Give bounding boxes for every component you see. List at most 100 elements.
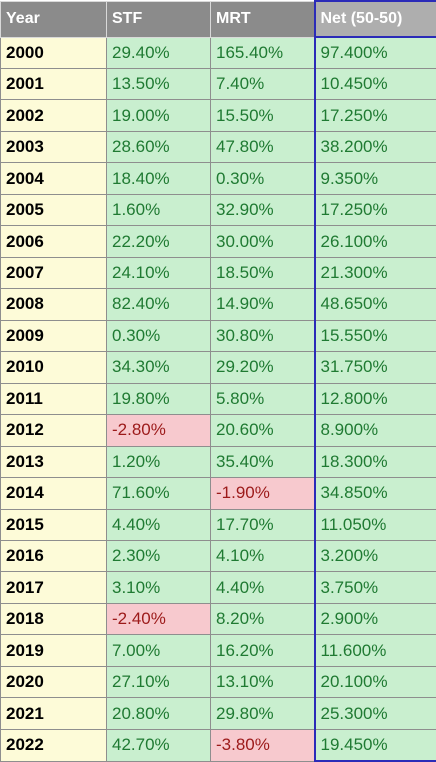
year-cell[interactable]: 2000 — [0, 36, 107, 69]
year-cell[interactable]: 2006 — [0, 225, 107, 258]
stf-cell[interactable]: 20.80% — [106, 697, 211, 730]
stf-cell[interactable]: 0.30% — [106, 319, 211, 353]
mrt-cell[interactable]: 15.50% — [210, 99, 315, 132]
year-cell[interactable]: 2021 — [0, 697, 107, 730]
year-cell[interactable]: 2012 — [0, 414, 107, 447]
net-cell[interactable]: 12.800% — [313, 382, 436, 416]
net-cell[interactable]: 3.200% — [313, 539, 436, 573]
header-row: Year STF MRT Net (50-50) — [0, 0, 436, 38]
stf-cell[interactable]: 28.60% — [106, 130, 211, 164]
stf-cell[interactable]: 1.60% — [106, 193, 211, 227]
year-cell[interactable]: 2002 — [0, 99, 107, 132]
mrt-cell[interactable]: 0.30% — [210, 162, 315, 195]
net-cell[interactable]: 25.300% — [313, 697, 436, 730]
header-stf[interactable]: STF — [106, 0, 211, 38]
year-cell[interactable]: 2017 — [0, 571, 107, 604]
year-cell[interactable]: 2016 — [0, 539, 107, 573]
mrt-cell[interactable]: 13.10% — [210, 665, 315, 699]
year-cell[interactable]: 2008 — [0, 288, 107, 321]
stf-cell[interactable]: -2.40% — [106, 602, 211, 636]
stf-cell[interactable]: 27.10% — [106, 665, 211, 699]
stf-cell[interactable]: 18.40% — [106, 162, 211, 195]
year-cell[interactable]: 2014 — [0, 477, 107, 510]
net-cell[interactable]: 20.100% — [313, 665, 436, 699]
stf-cell[interactable]: 13.50% — [106, 67, 211, 101]
mrt-cell[interactable]: 18.50% — [210, 256, 315, 290]
stf-cell[interactable]: 4.40% — [106, 508, 211, 542]
header-mrt[interactable]: MRT — [210, 0, 315, 38]
net-cell[interactable]: 18.300% — [313, 445, 436, 479]
mrt-cell[interactable]: 32.90% — [210, 193, 315, 227]
mrt-cell[interactable]: 29.20% — [210, 351, 315, 384]
mrt-cell[interactable]: 16.20% — [210, 634, 315, 667]
mrt-cell[interactable]: 8.20% — [210, 602, 315, 636]
stf-cell[interactable]: 7.00% — [106, 634, 211, 667]
net-cell[interactable]: 3.750% — [313, 571, 436, 604]
year-cell[interactable]: 2009 — [0, 319, 107, 353]
year-cell[interactable]: 2007 — [0, 256, 107, 290]
net-cell[interactable]: 11.050% — [313, 508, 436, 542]
year-cell[interactable]: 2020 — [0, 665, 107, 699]
mrt-cell[interactable]: 7.40% — [210, 67, 315, 101]
header-year[interactable]: Year — [0, 0, 107, 38]
net-cell[interactable]: 17.250% — [313, 193, 436, 227]
net-cell[interactable]: 31.750% — [313, 351, 436, 384]
stf-cell[interactable]: 82.40% — [106, 288, 211, 321]
year-cell[interactable]: 2015 — [0, 508, 107, 542]
year-cell[interactable]: 2001 — [0, 67, 107, 101]
table-row: 2014 71.60% -1.90% 34.850% — [0, 477, 436, 510]
table-row: 2009 0.30% 30.80% 15.550% — [0, 319, 436, 353]
net-cell[interactable]: 26.100% — [313, 225, 436, 258]
stf-cell[interactable]: 19.80% — [106, 382, 211, 416]
mrt-cell[interactable]: -1.90% — [210, 477, 315, 510]
year-cell[interactable]: 2013 — [0, 445, 107, 479]
year-cell[interactable]: 2018 — [0, 602, 107, 636]
stf-cell[interactable]: 2.30% — [106, 539, 211, 573]
mrt-cell[interactable]: 5.80% — [210, 382, 315, 416]
stf-cell[interactable]: 1.20% — [106, 445, 211, 479]
stf-cell[interactable]: 71.60% — [106, 477, 211, 510]
stf-cell[interactable]: 34.30% — [106, 351, 211, 384]
year-cell[interactable]: 2022 — [0, 728, 107, 762]
net-cell[interactable]: 17.250% — [313, 99, 436, 132]
year-cell[interactable]: 2019 — [0, 634, 107, 667]
net-cell[interactable]: 48.650% — [313, 288, 436, 321]
net-cell[interactable]: 10.450% — [313, 67, 436, 101]
mrt-cell[interactable]: 47.80% — [210, 130, 315, 164]
stf-cell[interactable]: 3.10% — [106, 571, 211, 604]
header-net[interactable]: Net (50-50) — [313, 0, 436, 38]
table-body: 2000 29.40% 165.40% 97.400% 2001 13.50% 7.40% 1… — [0, 36, 436, 762]
mrt-cell[interactable]: 35.40% — [210, 445, 315, 479]
stf-cell[interactable]: -2.80% — [106, 414, 211, 447]
net-cell[interactable]: 38.200% — [313, 130, 436, 164]
net-cell[interactable]: 9.350% — [313, 162, 436, 195]
net-cell[interactable]: 19.450% — [313, 728, 436, 762]
net-cell[interactable]: 11.600% — [313, 634, 436, 667]
mrt-cell[interactable]: 14.90% — [210, 288, 315, 321]
net-cell[interactable]: 2.900% — [313, 602, 436, 636]
stf-cell[interactable]: 22.20% — [106, 225, 211, 258]
year-cell[interactable]: 2010 — [0, 351, 107, 384]
mrt-cell[interactable]: 29.80% — [210, 697, 315, 730]
year-cell[interactable]: 2011 — [0, 382, 107, 416]
year-cell[interactable]: 2003 — [0, 130, 107, 164]
stf-cell[interactable]: 19.00% — [106, 99, 211, 132]
stf-cell[interactable]: 42.70% — [106, 728, 211, 762]
stf-cell[interactable]: 24.10% — [106, 256, 211, 290]
mrt-cell[interactable]: -3.80% — [210, 728, 315, 762]
net-cell[interactable]: 21.300% — [313, 256, 436, 290]
mrt-cell[interactable]: 4.10% — [210, 539, 315, 573]
net-cell[interactable]: 15.550% — [313, 319, 436, 353]
net-cell[interactable]: 97.400% — [313, 36, 436, 69]
stf-cell[interactable]: 29.40% — [106, 36, 211, 69]
mrt-cell[interactable]: 20.60% — [210, 414, 315, 447]
year-cell[interactable]: 2004 — [0, 162, 107, 195]
net-cell[interactable]: 8.900% — [313, 414, 436, 447]
mrt-cell[interactable]: 30.00% — [210, 225, 315, 258]
net-cell[interactable]: 34.850% — [313, 477, 436, 510]
mrt-cell[interactable]: 4.40% — [210, 571, 315, 604]
mrt-cell[interactable]: 165.40% — [210, 36, 315, 69]
mrt-cell[interactable]: 17.70% — [210, 508, 315, 542]
year-cell[interactable]: 2005 — [0, 193, 107, 227]
mrt-cell[interactable]: 30.80% — [210, 319, 315, 353]
